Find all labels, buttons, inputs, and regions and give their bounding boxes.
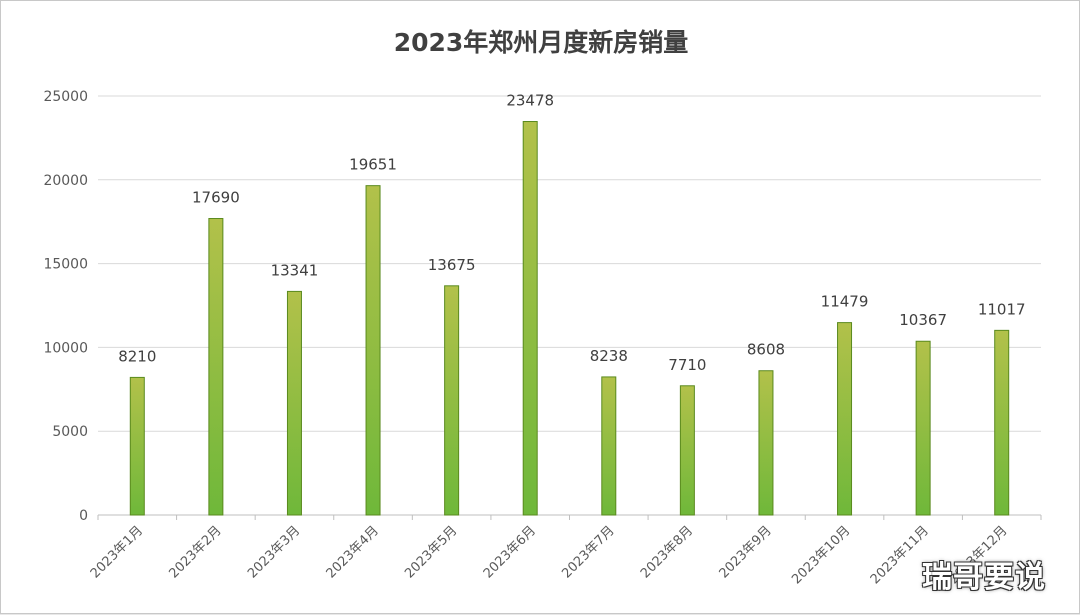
y-tick-label: 20000: [43, 173, 88, 189]
y-tick-label: 25000: [43, 89, 88, 105]
data-label: 8608: [747, 341, 785, 359]
x-tick-label: 2023年10月: [789, 523, 853, 587]
data-label: 19651: [349, 156, 397, 174]
y-tick-label: 15000: [43, 257, 88, 273]
bar: [837, 322, 853, 516]
bar: [522, 121, 538, 516]
x-tick-label: 2023年4月: [324, 523, 382, 581]
bar: [208, 218, 224, 516]
bar: [129, 376, 145, 516]
data-label: 7710: [668, 356, 706, 374]
data-labels: 8210 17690 13341 19651 13675 23478 8238 7710 860…: [118, 92, 1025, 374]
data-label: 8238: [590, 347, 628, 365]
bars: [129, 121, 1010, 516]
data-label: 11017: [978, 300, 1026, 318]
data-label: 13675: [428, 256, 476, 274]
bar: [758, 370, 774, 516]
x-tick-label: 2023年2月: [166, 523, 224, 581]
x-tick-label: 2023年7月: [559, 523, 617, 581]
y-tick-label: 10000: [43, 340, 88, 356]
data-label: 13341: [271, 261, 319, 279]
x-tick-label: 2023年3月: [245, 523, 303, 581]
x-tick-label: 2023年8月: [638, 523, 696, 581]
data-label: 10367: [899, 311, 947, 329]
data-label: 11479: [821, 293, 869, 311]
data-label: 17690: [192, 189, 240, 207]
x-tick-label: 2023年12月: [946, 523, 1010, 587]
data-label: 23478: [506, 92, 554, 110]
x-tick-label: 2023年1月: [88, 523, 146, 581]
y-tick-label: 5000: [52, 424, 88, 440]
bar: [286, 290, 302, 516]
bar: [679, 385, 695, 516]
bar: [994, 329, 1010, 516]
data-label: 8210: [118, 347, 156, 365]
bar: [915, 340, 931, 516]
x-tick-label: 2023年9月: [717, 523, 775, 581]
chart-title: 2023年郑州月度新房销量: [394, 28, 689, 57]
bar: [444, 285, 460, 516]
y-tick-label: 0: [79, 508, 88, 524]
x-tick-label: 2023年11月: [868, 523, 932, 587]
gridlines: [97, 95, 1042, 520]
bar: [601, 376, 617, 516]
y-axis-ticks: 0 5000 10000 15000 20000 25000: [43, 89, 88, 524]
bar: [365, 185, 381, 516]
x-axis-ticks: 2023年1月 2023年2月 2023年3月 2023年4月 2023年5月 2023年…: [88, 523, 1011, 587]
x-tick-label: 2023年6月: [481, 523, 539, 581]
x-tick-label: 2023年5月: [402, 523, 460, 581]
